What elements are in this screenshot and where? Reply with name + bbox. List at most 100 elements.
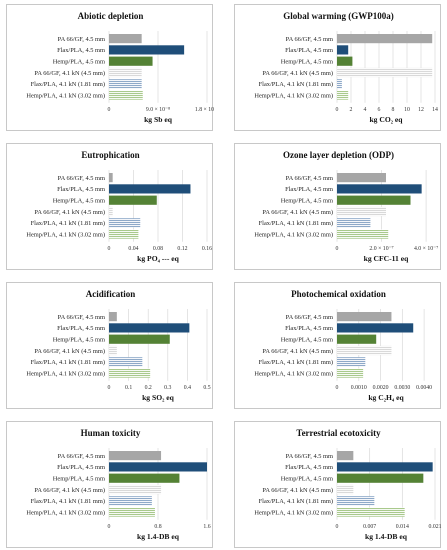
bar (109, 473, 180, 483)
tick-label: 4.0 × 10⁻⁷ (414, 246, 438, 252)
bar (337, 34, 433, 44)
bar (109, 206, 113, 217)
bar (337, 90, 349, 100)
tick-label: 9.0 × 10⁻⁸ (146, 107, 170, 113)
category-label: PA 66/GF, 4.5 mm (286, 36, 333, 43)
tick-label: 0.08 (153, 246, 163, 252)
chart-svg: Acidification PA 66/GF, 4.5 mm Flax/PLA, 4… (26, 289, 210, 402)
category-label: Flax/PLA, 4.1 kN (1.81 mm) (31, 220, 105, 227)
category-label: Hemp/PLA, 4.1 kN (3.02 mm) (26, 509, 105, 516)
bar (337, 462, 433, 472)
tick-label: 10 (404, 107, 410, 113)
tick-label: 4 (364, 107, 367, 113)
bar (337, 334, 377, 344)
chart-svg: Ozone layer depletion (ODP) PA 66/GF, 4.5… (254, 150, 438, 263)
bar (337, 507, 405, 517)
category-label: Hemp/PLA, 4.1 kN (3.02 mm) (26, 370, 105, 377)
x-axis-label: kg 1.4-DB eq (137, 532, 180, 541)
tick-label: 14 (432, 107, 438, 113)
category-label: PA 66/GF, 4.1 kN (4.5 mm) (262, 70, 333, 77)
tick-label: 6 (378, 107, 381, 113)
bar (337, 67, 433, 78)
category-label: Hemp/PLA, 4.1 kN (3.02 mm) (254, 509, 333, 516)
tick-label: 0.014 (396, 524, 409, 530)
category-label: PA 66/GF, 4.5 mm (286, 175, 333, 182)
bar (337, 218, 371, 228)
tick-label: 0 (336, 246, 339, 252)
chart-panel: Eutrophication PA 66/GF, 4.5 mm Flax/PLA, … (6, 143, 213, 270)
category-label: Flax/PLA, 4.5 mm (285, 186, 333, 193)
tick-label: 0.2 (145, 385, 152, 391)
chart-svg: Abiotic depletion PA 66/GF, 4.5 mm Flax/PL… (26, 11, 214, 124)
category-label: PA 66/GF, 4.5 mm (58, 314, 105, 321)
category-label: Flax/PLA, 4.5 mm (57, 47, 105, 54)
bar (109, 345, 117, 356)
tick-label: 0.04 (128, 246, 138, 252)
chart-panel: Abiotic depletion PA 66/GF, 4.5 mm Flax/PL… (6, 4, 214, 131)
chart-panel: Ozone layer depletion (ODP) PA 66/GF, 4.5… (234, 143, 441, 270)
category-label: Flax/PLA, 4.5 mm (57, 325, 105, 332)
tick-label: 0.0040 (416, 385, 432, 391)
category-label: Flax/PLA, 4.5 mm (285, 464, 333, 471)
category-label: Hemp/PLA, 4.5 mm (281, 198, 333, 205)
bar (109, 56, 153, 66)
category-label: Flax/PLA, 4.1 kN (1.81 mm) (259, 81, 333, 88)
tick-label: 0.5 (203, 385, 210, 391)
bar (337, 195, 411, 205)
category-label: Flax/PLA, 4.1 kN (1.81 mm) (259, 220, 333, 227)
bar (109, 368, 151, 378)
tick-label: 0 (336, 107, 339, 113)
chart-panel: Human toxicity PA 66/GF, 4.5 mm Flax/PLA, … (6, 421, 213, 548)
chart-title: Acidification (86, 289, 136, 299)
tick-label: 0.1 (125, 385, 132, 391)
bar (337, 473, 424, 483)
bar (337, 368, 364, 378)
tick-label: 0.3 (164, 385, 171, 391)
category-label: PA 66/GF, 4.1 kN (4.5 mm) (34, 348, 105, 355)
category-label: Flax/PLA, 4.1 kN (1.81 mm) (31, 498, 105, 505)
bar (109, 357, 143, 367)
bar (337, 357, 366, 367)
tick-label: 0.8 (154, 524, 161, 530)
tick-label: 2 (350, 107, 353, 113)
category-label: Hemp/PLA, 4.5 mm (53, 476, 105, 483)
chart-title: Eutrophication (81, 150, 139, 160)
tick-label: 12 (418, 107, 424, 113)
category-label: Hemp/PLA, 4.5 mm (53, 59, 105, 66)
category-label: Flax/PLA, 4.5 mm (285, 47, 333, 54)
tick-label: 2.0 × 10⁻⁷ (369, 246, 393, 252)
bar (109, 34, 142, 44)
tick-label: 1.8 × 10⁻⁷ (195, 107, 214, 113)
bar (109, 184, 191, 194)
x-axis-label: kg SO₂ eq (142, 393, 175, 402)
bar (337, 173, 386, 183)
bar (109, 90, 143, 100)
category-label: Hemp/PLA, 4.1 kN (3.02 mm) (254, 92, 333, 99)
tick-label: 0 (336, 524, 339, 530)
category-label: PA 66/GF, 4.5 mm (286, 314, 333, 321)
tick-label: 0 (108, 385, 111, 391)
tick-label: 0.021 (428, 524, 441, 530)
bar (337, 451, 354, 461)
x-axis-label: kg CFC-11 eq (364, 254, 409, 263)
bar (337, 496, 375, 506)
category-label: Hemp/PLA, 4.1 kN (3.02 mm) (26, 231, 105, 238)
category-label: Hemp/PLA, 4.1 kN (3.02 mm) (254, 370, 333, 377)
category-label: PA 66/GF, 4.1 kN (4.5 mm) (34, 70, 105, 77)
x-axis-label: kg C₂H₄ eq (368, 393, 404, 402)
chart-title: Photochemical oxidation (291, 289, 386, 299)
tick-label: 0 (108, 524, 111, 530)
chart-title: Ozone layer depletion (ODP) (283, 150, 394, 160)
tick-label: 0.16 (202, 246, 212, 252)
x-axis-label: kg Sb eq (144, 115, 173, 124)
tick-label: 0.0030 (394, 385, 410, 391)
category-label: Hemp/PLA, 4.5 mm (53, 198, 105, 205)
tick-label: 0.007 (363, 524, 376, 530)
category-label: Hemp/PLA, 4.5 mm (281, 337, 333, 344)
bar (337, 484, 354, 495)
x-axis-label: kg CO₂ eq (369, 115, 403, 124)
category-label: Flax/PLA, 4.1 kN (1.81 mm) (31, 359, 105, 366)
category-label: PA 66/GF, 4.5 mm (58, 453, 105, 460)
category-label: Flax/PLA, 4.1 kN (1.81 mm) (259, 359, 333, 366)
chart-svg: Photochemical oxidation PA 66/GF, 4.5 mm F… (254, 289, 432, 402)
